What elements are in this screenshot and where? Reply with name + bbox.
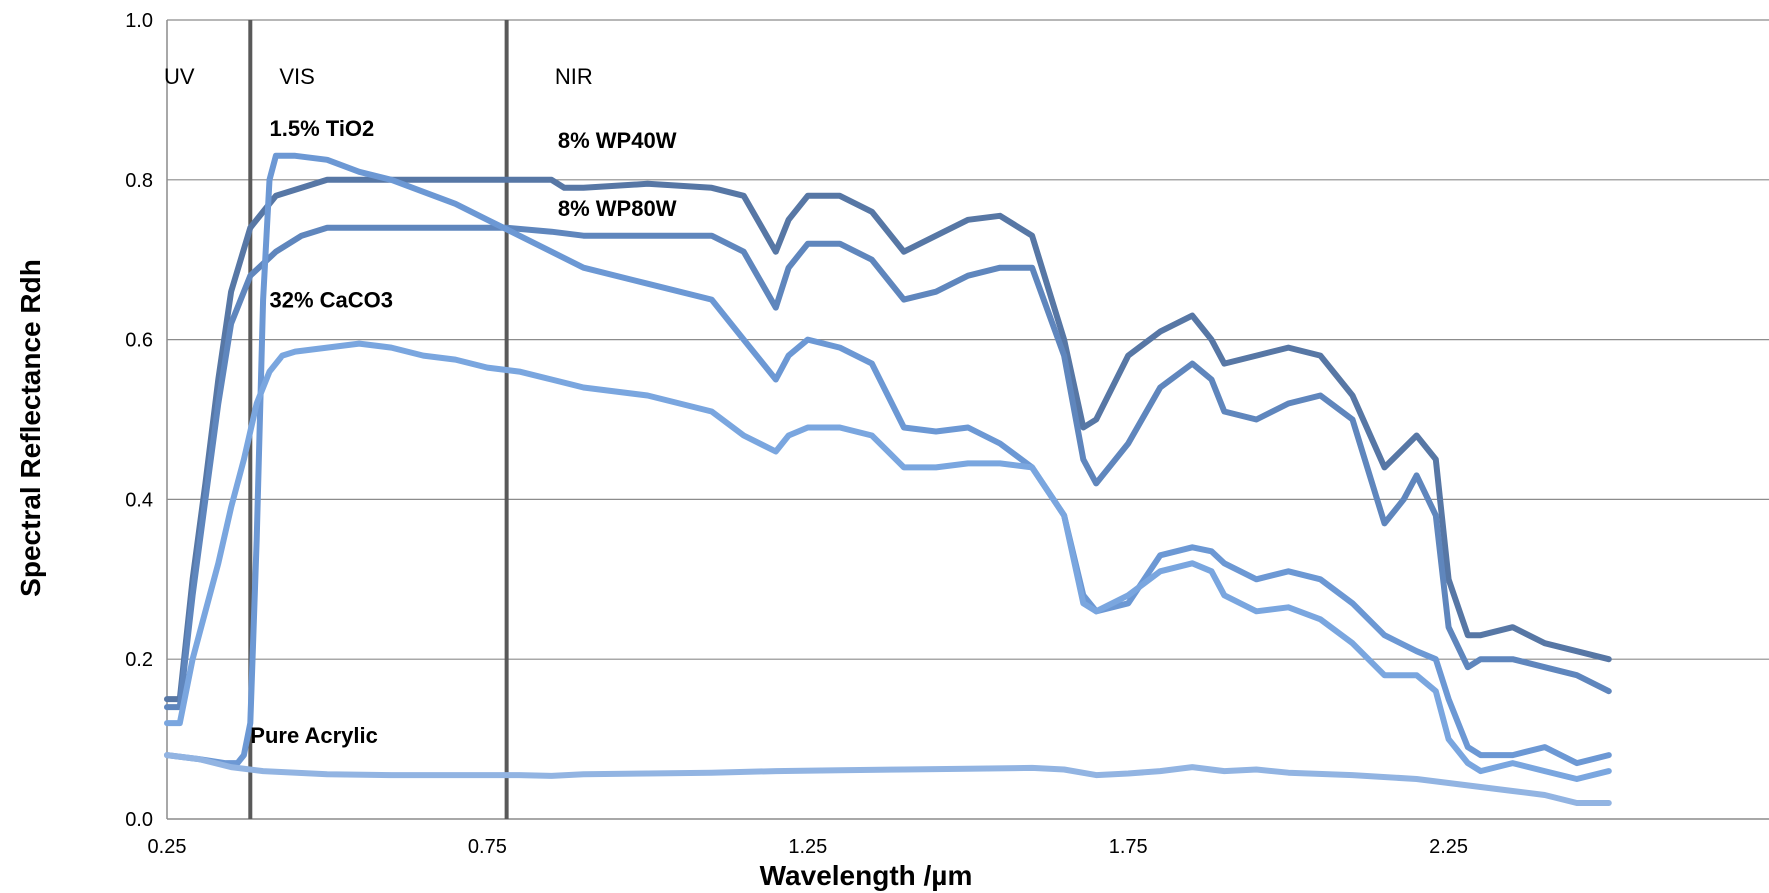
y-tick-label: 0.0 <box>125 809 153 831</box>
region-label: UV <box>164 64 195 89</box>
x-tick-label: 2.25 <box>1429 836 1468 858</box>
y-tick-label: 0.8 <box>125 170 153 192</box>
series-line <box>164 224 1612 711</box>
series-line <box>164 152 1612 767</box>
x-tick-label: 0.25 <box>148 836 187 858</box>
x-tick-label: 1.75 <box>1109 836 1148 858</box>
annotations: UV VIS NIR 8% WP40W 8% WP80W 1.5% TiO2 32% CaC… <box>164 64 677 748</box>
series-label: 8% WP40W <box>558 128 677 153</box>
grid <box>167 19 1769 660</box>
series-label: 32% CaCO3 <box>270 288 394 313</box>
y-tick-label: 0.4 <box>125 489 153 511</box>
series-label: 1.5% TiO2 <box>270 116 375 141</box>
x-tick-label: 0.75 <box>468 836 507 858</box>
series-line <box>164 176 1612 703</box>
y-tick-label: 0.6 <box>125 330 153 352</box>
region-label: VIS <box>279 64 314 89</box>
axes: 0.0 0.2 0.4 0.6 0.8 1.0 0.25 0.75 1.25 1.75 2.25 <box>125 10 1769 858</box>
series-label: 8% WP80W <box>558 196 677 221</box>
series-line <box>164 752 1612 806</box>
series-lines <box>164 152 1612 806</box>
x-axis-title: Wavelength /µm <box>760 860 973 891</box>
series-label: Pure Acrylic <box>250 723 378 748</box>
y-tick-label: 1.0 <box>125 10 153 32</box>
x-tick-label: 1.25 <box>788 836 827 858</box>
region-label: NIR <box>555 64 593 89</box>
y-axis-title: Spectral Reflectance Rdh <box>15 259 46 597</box>
series-line <box>164 340 1612 782</box>
y-tick-label: 0.2 <box>125 649 153 671</box>
